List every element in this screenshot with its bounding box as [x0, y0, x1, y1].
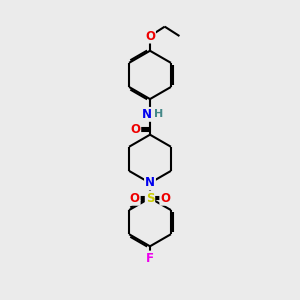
Text: H: H [154, 110, 163, 119]
Text: N: N [142, 108, 152, 121]
Text: O: O [130, 192, 140, 205]
Text: N: N [145, 176, 155, 190]
Text: S: S [146, 192, 154, 205]
Text: F: F [146, 252, 154, 265]
Text: O: O [160, 192, 170, 205]
Text: O: O [130, 123, 140, 136]
Text: O: O [145, 30, 155, 43]
